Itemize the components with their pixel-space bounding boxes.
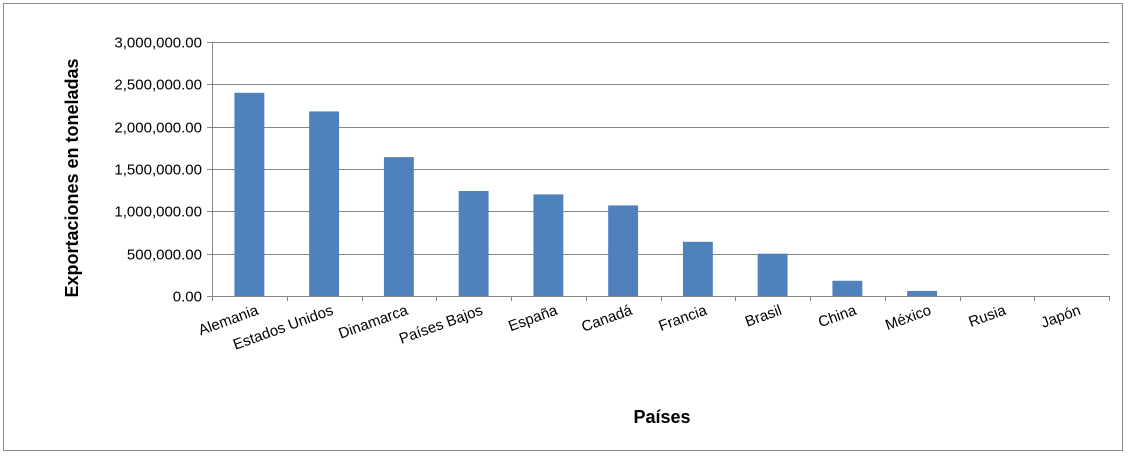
x-tick-label: Brasil — [743, 302, 784, 331]
x-tick-label: México — [883, 302, 933, 334]
x-axis-title: Países — [633, 407, 690, 427]
x-tick-label: China — [816, 302, 859, 332]
x-tick-label: Canadá — [579, 302, 635, 336]
bar-brasil — [757, 253, 788, 296]
y-tick-label: 2,000,000.00 — [114, 120, 202, 137]
bar-china — [832, 280, 863, 296]
x-tick-label: España — [506, 302, 560, 336]
bar-españa — [533, 194, 564, 296]
bar-dinamarca — [383, 157, 414, 296]
bar-países-bajos — [458, 191, 489, 296]
x-tick-label: Francia — [656, 302, 709, 335]
y-tick-label: 500,000.00 — [127, 247, 202, 264]
y-tick-labels: 0.00 500,000.00 1,000,000.00 1,500,000.00 2,… — [114, 35, 202, 306]
x-tick-label: Países Bajos — [397, 302, 485, 348]
axes — [207, 42, 1110, 301]
y-tick-label: 1,000,000.00 — [114, 204, 202, 221]
bar-canadá — [608, 205, 639, 296]
y-tick-label: 3,000,000.00 — [114, 35, 202, 52]
x-tick-label: Rusia — [966, 302, 1008, 331]
y-tick-label: 0.00 — [173, 289, 202, 306]
y-tick-label: 2,500,000.00 — [114, 77, 202, 94]
bar-alemania — [234, 92, 265, 296]
x-tick-label: Japón — [1039, 302, 1083, 332]
bar-francia — [682, 241, 713, 296]
y-axis-title: Exportaciones en toneladas — [62, 58, 82, 297]
bars — [234, 92, 938, 296]
bar-estados-unidos — [309, 111, 340, 296]
gridlines — [212, 42, 1109, 255]
y-tick-label: 1,500,000.00 — [114, 162, 202, 179]
bar-méxico — [907, 290, 938, 296]
